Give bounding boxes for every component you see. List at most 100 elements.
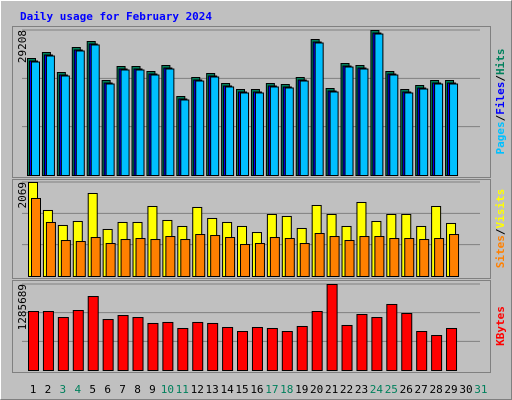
bar — [222, 326, 234, 371]
legend-entry: KBytes — [494, 306, 507, 346]
bar — [359, 68, 369, 176]
bar — [225, 237, 236, 277]
bar — [165, 68, 175, 176]
x-tick-label: 25 — [385, 383, 398, 396]
bar — [266, 327, 278, 371]
x-tick-label: 21 — [325, 383, 338, 396]
bar — [416, 331, 428, 372]
bar — [207, 322, 219, 372]
x-tick-label: 14 — [220, 383, 234, 396]
legend-separator: / — [494, 75, 507, 82]
bar — [281, 331, 293, 372]
bar — [404, 238, 415, 278]
legend-entry: Files — [494, 82, 507, 115]
x-tick-label: 29 — [444, 383, 457, 396]
x-tick-label: 28 — [429, 383, 442, 396]
bar — [341, 324, 353, 371]
bar — [75, 241, 86, 278]
bar — [31, 61, 40, 176]
bar — [162, 321, 174, 372]
x-tick-label: 6 — [104, 383, 111, 396]
bar — [210, 235, 221, 278]
bar — [284, 87, 294, 176]
bar — [296, 325, 308, 371]
bar — [60, 75, 70, 176]
bar — [60, 240, 71, 277]
x-tick-label: 26 — [400, 383, 413, 396]
bar — [314, 42, 324, 177]
bar — [419, 88, 429, 176]
bar — [132, 317, 144, 371]
bar — [251, 326, 263, 371]
bar — [237, 331, 249, 372]
bar — [135, 238, 146, 278]
bar — [386, 303, 398, 371]
bar — [329, 236, 340, 277]
legend-separator: / — [494, 228, 507, 235]
bar — [105, 243, 116, 277]
bar — [434, 238, 445, 278]
bar — [269, 86, 279, 176]
bar — [431, 335, 443, 371]
legend: KBytes — [494, 306, 507, 346]
bar — [344, 66, 354, 176]
bar — [72, 309, 84, 371]
bar — [434, 83, 444, 176]
bar — [135, 69, 145, 176]
bar — [210, 76, 220, 176]
bar — [371, 317, 383, 371]
bar — [195, 234, 206, 277]
bar — [359, 236, 370, 277]
bar — [105, 83, 115, 176]
bar — [120, 69, 130, 176]
bar — [311, 311, 323, 371]
bar — [356, 314, 368, 372]
x-tick-label: 15 — [235, 383, 248, 396]
legend-entry: Sites — [494, 235, 507, 268]
x-tick-label: 31 — [474, 383, 487, 396]
x-tick-label: 13 — [206, 383, 219, 396]
bar — [150, 74, 160, 176]
bar — [42, 311, 54, 371]
bar — [446, 327, 458, 371]
x-tick-label: 30 — [459, 383, 472, 396]
bar — [192, 321, 204, 372]
x-tick-label: 7 — [119, 383, 126, 396]
bar — [326, 284, 338, 371]
bar — [165, 236, 176, 277]
bar — [57, 317, 69, 371]
x-tick-label: 9 — [149, 383, 156, 396]
bar — [449, 234, 460, 277]
bar — [284, 238, 295, 278]
bar — [449, 83, 459, 176]
x-tick-label: 24 — [370, 383, 384, 396]
x-tick-label: 23 — [355, 383, 368, 396]
bar — [269, 237, 280, 277]
bar — [344, 240, 355, 277]
legend: Pages/Files/Hits — [494, 49, 507, 155]
bar — [28, 311, 39, 371]
bar — [299, 243, 310, 277]
bar — [374, 236, 385, 277]
x-tick-label: 2 — [45, 383, 52, 396]
x-tick-label: 1 — [30, 383, 37, 396]
bar — [75, 50, 85, 176]
bar — [389, 74, 399, 176]
y-tick-label: 2069 — [16, 182, 29, 209]
legend: Sites/Visits — [494, 189, 507, 269]
bar — [117, 315, 129, 372]
legend-entry: Visits — [494, 189, 507, 229]
bar — [401, 313, 413, 372]
bar — [150, 239, 161, 277]
legend-separator: / — [494, 114, 507, 121]
bar — [314, 233, 325, 277]
x-tick-label: 8 — [134, 383, 141, 396]
x-tick-label: 10 — [161, 383, 174, 396]
x-tick-label: 4 — [74, 383, 81, 396]
x-tick-label: 20 — [310, 383, 323, 396]
x-tick-label: 17 — [265, 383, 278, 396]
x-tick-label: 22 — [340, 383, 353, 396]
x-tick-label: 5 — [89, 383, 96, 396]
bar — [254, 243, 265, 277]
